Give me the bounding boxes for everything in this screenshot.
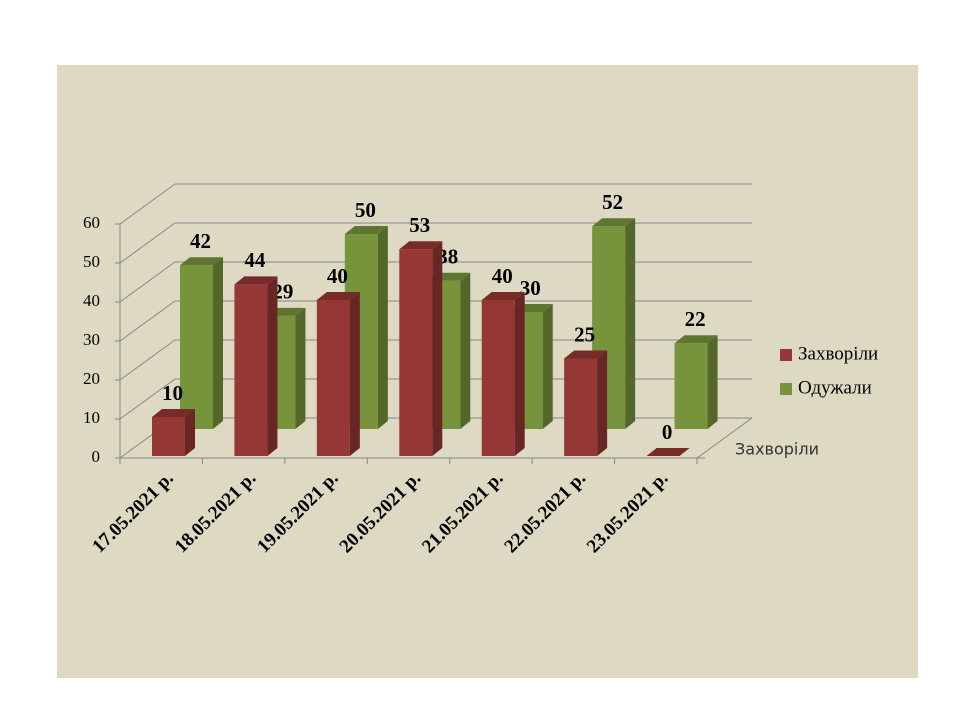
grid-line <box>119 339 176 381</box>
grid-line <box>119 378 176 420</box>
value-label: 0 <box>662 420 673 444</box>
bar-front <box>399 249 433 456</box>
value-label: 10 <box>162 381 183 405</box>
value-label: 40 <box>492 264 513 288</box>
value-label: 22 <box>685 307 706 331</box>
value-label: 52 <box>602 190 623 214</box>
bar-side <box>213 257 223 429</box>
bar-front <box>674 343 708 429</box>
bar-front <box>481 300 515 456</box>
bar-side <box>267 276 278 456</box>
bar-top <box>399 241 443 250</box>
grid-line <box>119 183 176 225</box>
bar <box>564 350 608 456</box>
bar-side <box>625 218 636 429</box>
bar-top <box>592 218 636 227</box>
bar-side <box>514 292 525 456</box>
bar <box>316 292 360 456</box>
bar-top <box>152 409 195 417</box>
bar-top <box>316 292 360 300</box>
depth-label: Захворіли <box>735 440 819 459</box>
y-tick-label: 30 <box>83 330 100 349</box>
legend-label: Одужали <box>798 377 872 398</box>
y-tick-label: 60 <box>83 213 100 232</box>
bar <box>646 448 690 456</box>
bar-top <box>646 448 690 456</box>
value-label: 30 <box>520 276 541 300</box>
bar-top <box>234 276 278 285</box>
value-label: 29 <box>272 280 293 304</box>
bar-front <box>316 300 350 456</box>
y-tick-label: 10 <box>83 408 100 427</box>
bar-front <box>152 417 185 456</box>
bar-side <box>349 292 360 456</box>
y-tick-label: 40 <box>83 291 100 310</box>
bar-side <box>460 272 471 429</box>
bar-front <box>564 358 598 456</box>
bar-side <box>707 335 718 429</box>
bar-top <box>180 257 223 266</box>
bar <box>481 292 525 456</box>
bar <box>399 241 443 456</box>
value-label: 44 <box>244 248 266 272</box>
y-tick-label: 50 <box>83 252 100 271</box>
bar-top <box>344 226 388 234</box>
bar-top <box>674 335 718 344</box>
grid-line <box>119 261 176 303</box>
bar-side <box>185 409 195 456</box>
bar <box>152 409 195 456</box>
bar <box>180 257 223 429</box>
legend-label: Захворіли <box>798 343 878 364</box>
bar <box>234 276 278 456</box>
bar-side <box>597 350 608 456</box>
bar-side <box>377 226 388 429</box>
bar <box>674 335 718 429</box>
legend-swatch <box>780 383 792 395</box>
grid-line <box>119 222 176 264</box>
legend-swatch <box>780 349 792 361</box>
bar-side <box>542 304 553 429</box>
value-label: 40 <box>327 264 348 288</box>
floor-edge <box>696 417 753 459</box>
y-tick-label: 20 <box>83 369 100 388</box>
grid-line <box>119 300 176 342</box>
bar-top <box>481 292 525 300</box>
value-label: 50 <box>355 198 376 222</box>
value-label: 42 <box>190 229 211 253</box>
bar-front <box>180 265 213 429</box>
value-label: 25 <box>574 322 595 346</box>
y-tick-label: 0 <box>92 447 101 466</box>
bar-side <box>295 307 306 429</box>
value-label: 38 <box>437 245 458 269</box>
value-label: 53 <box>409 213 430 237</box>
bar-top <box>564 350 608 359</box>
bar-front <box>234 284 268 456</box>
bar-side <box>432 241 443 456</box>
